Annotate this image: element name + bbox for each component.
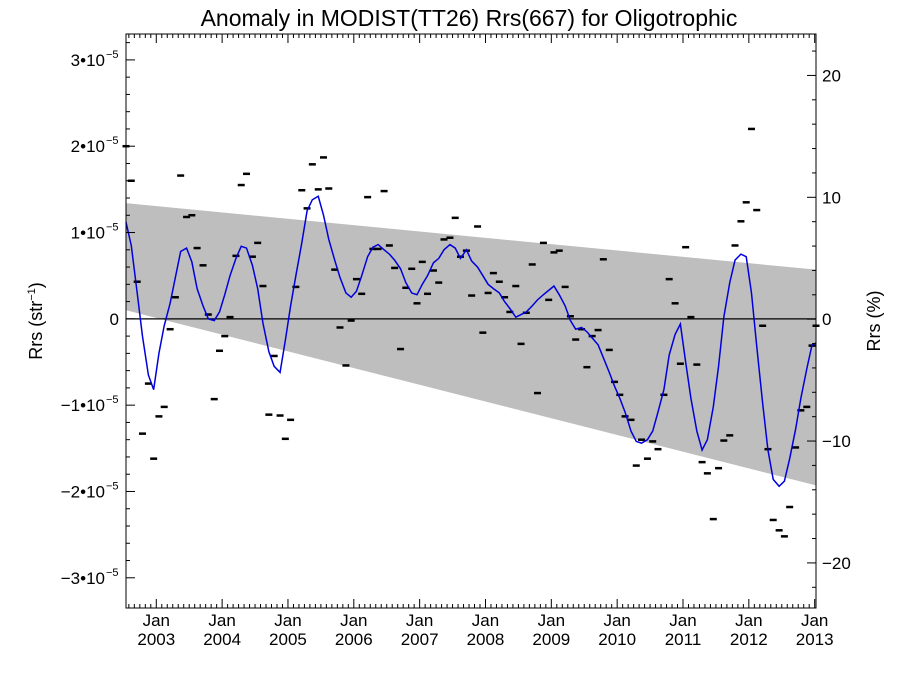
x-tick-label-month: Jan bbox=[669, 611, 696, 630]
plot-frame bbox=[125, 33, 817, 609]
y-tick-label: 0 bbox=[110, 310, 119, 329]
x-tick-label-month: Jan bbox=[274, 611, 301, 630]
y2-tick-label: 0 bbox=[822, 310, 831, 329]
x-tick-label-year: 2004 bbox=[203, 630, 241, 649]
y-axis-left-label-close: ) bbox=[26, 282, 46, 288]
x-tick-label-year: 2007 bbox=[401, 630, 439, 649]
x-tick-label-month: Jan bbox=[603, 611, 630, 630]
y-tick-label: 1•10 bbox=[71, 224, 105, 243]
x-tick-label-month: Jan bbox=[208, 611, 235, 630]
x-tick-label-month: Jan bbox=[340, 611, 367, 630]
anomaly-line bbox=[125, 195, 817, 488]
y2-tick-label: −20 bbox=[822, 554, 851, 573]
x-tick-label-month: Jan bbox=[406, 611, 433, 630]
y2-tick-label: 20 bbox=[822, 66, 841, 85]
x-tick-label-year: 2010 bbox=[598, 630, 636, 649]
y-tick-label: −2•10 bbox=[61, 482, 105, 501]
plot-area bbox=[122, 127, 820, 538]
y2-tick-label: −10 bbox=[822, 432, 851, 451]
y-axis-left-label-main: Rrs (str bbox=[26, 301, 46, 360]
y-tick-label-exponent: −5 bbox=[106, 394, 119, 406]
x-tick-label-year: 2011 bbox=[665, 630, 702, 649]
x-tick-label-year: 2005 bbox=[269, 630, 307, 649]
uncertainty-band bbox=[126, 203, 816, 486]
x-tick-label-month: Jan bbox=[472, 611, 499, 630]
y-tick-label: −1•10 bbox=[61, 396, 105, 415]
y-tick-label: −3•10 bbox=[61, 569, 105, 588]
y-tick-label: 2•10 bbox=[71, 137, 105, 156]
x-tick-label-year: 2006 bbox=[335, 630, 373, 649]
y-tick-label-exponent: −5 bbox=[106, 222, 119, 234]
x-tick-label-month: Jan bbox=[735, 611, 762, 630]
x-tick-label-month: Jan bbox=[143, 611, 170, 630]
y2-tick-label: 10 bbox=[822, 188, 841, 207]
x-tick-label-year: 2009 bbox=[532, 630, 570, 649]
y-tick-label-exponent: −5 bbox=[106, 567, 119, 579]
y-axis-right-label: Rrs (%) bbox=[864, 291, 884, 352]
y-tick-label-exponent: −5 bbox=[106, 480, 119, 492]
y-axis-left-label: Rrs (str−1) bbox=[26, 282, 46, 360]
x-tick-label-year: 2008 bbox=[467, 630, 505, 649]
x-tick-label-month: Jan bbox=[801, 611, 828, 630]
x-tick-label-month: Jan bbox=[538, 611, 565, 630]
x-tick-label-year: 2012 bbox=[730, 630, 768, 649]
y-tick-label-exponent: −5 bbox=[106, 49, 119, 61]
x-axis: Jan2003Jan2004Jan2005Jan2006Jan2007Jan20… bbox=[128, 34, 834, 649]
y-axis-left-label-sup: −1 bbox=[26, 288, 38, 301]
y-axis-right: 20 10 0 −10 −20 bbox=[807, 50, 851, 588]
x-tick-label-year: 2003 bbox=[137, 630, 175, 649]
y-tick-label: 3•10 bbox=[71, 51, 105, 70]
y-tick-label-exponent: −5 bbox=[106, 135, 119, 147]
y-axis-left: 3•10 −52•10 −51•10 −50−1•10 −5−2•10 −5−3•10 −5 bbox=[61, 42, 135, 588]
x-tick-label-year: 2013 bbox=[796, 630, 834, 649]
chart-title: Anomaly in MODIST(TT26) Rrs(667) for Oli… bbox=[201, 5, 738, 31]
